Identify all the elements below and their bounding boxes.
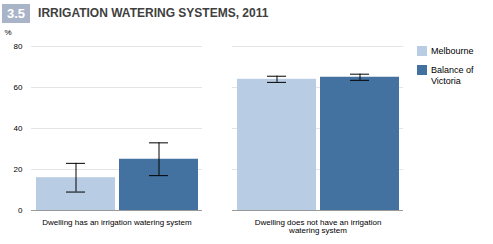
svg-text:40: 40 <box>14 124 23 133</box>
svg-text:80: 80 <box>14 42 23 51</box>
svg-text:60: 60 <box>14 83 23 92</box>
html-text:Balance of Victoria: Balance of Victoria <box>431 64 474 86</box>
svg-text:Dwelling does not have an irri: Dwelling does not have an irrigationwate… <box>255 218 382 235</box>
html-text:Melbourne: Melbourne <box>431 46 474 56</box>
svg-text:%: % <box>5 28 12 37</box>
svg-text:20: 20 <box>14 165 23 174</box>
svg-text:0: 0 <box>18 206 23 215</box>
html-text:3.5: 3.5 <box>7 5 26 21</box>
html-text:IRRIGATION WATERING SYSTEMS, 2: IRRIGATION WATERING SYSTEMS, 2011 <box>38 6 269 20</box>
svg-text:Dwelling has an irrigation wat: Dwelling has an irrigation watering syst… <box>42 218 192 227</box>
